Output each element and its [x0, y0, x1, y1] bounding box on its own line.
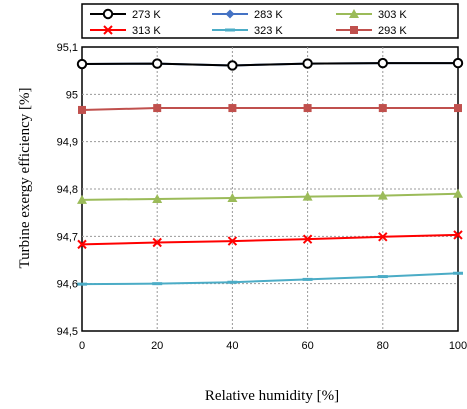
- legend-box: [81, 3, 459, 39]
- legend-label: 323 K: [254, 25, 283, 37]
- legend-label: 313 K: [132, 25, 161, 37]
- data-point: [302, 191, 313, 201]
- data-point: [377, 57, 388, 69]
- legend-entry: 323 K: [212, 25, 283, 37]
- data-point: [228, 104, 237, 113]
- data-point: [77, 194, 87, 204]
- y-tick-label: 94,7: [57, 231, 78, 243]
- data-point: [227, 60, 238, 71]
- data-point: [77, 239, 87, 250]
- data-point: [378, 232, 388, 242]
- series-273k: [76, 57, 464, 71]
- data-point: [302, 234, 313, 244]
- x-tick-label: 40: [226, 340, 238, 352]
- legend-entry: 303 K: [336, 9, 407, 21]
- tick-labels: 94,5 94,6 94,7 94,8 94,9 95 95,1 0 20 40 60 80 100: [57, 42, 467, 352]
- data-point: [227, 236, 238, 246]
- x-tick-label: 0: [79, 340, 85, 352]
- data-point: [302, 58, 313, 69]
- legend-label: 283 K: [254, 9, 283, 21]
- legend-entry: 273 K: [90, 8, 161, 21]
- data-point: [349, 9, 359, 18]
- data-point: [225, 28, 235, 32]
- data-point: [153, 104, 162, 113]
- series-313k: [77, 230, 463, 250]
- data-point: [102, 8, 114, 20]
- data-point: [225, 9, 235, 19]
- legend-label: 293 K: [378, 25, 407, 37]
- data-point: [453, 188, 463, 198]
- data-point: [302, 277, 313, 281]
- data-point: [453, 271, 463, 275]
- data-point: [152, 237, 162, 248]
- data-point: [152, 193, 163, 203]
- legend-label: 273 K: [132, 9, 161, 21]
- legend-entry: 293 K: [336, 25, 407, 37]
- legend: 273 K 283 K 303 K 313 K 323 K 293 K: [81, 3, 459, 39]
- y-tick-label: 95,1: [57, 42, 78, 54]
- series-line: [81, 107, 458, 111]
- legend-label: 303 K: [378, 9, 407, 21]
- y-tick-label: 94,9: [57, 137, 78, 149]
- data-point: [227, 192, 238, 202]
- series-line: [81, 272, 459, 286]
- x-tick-label: 20: [151, 340, 163, 352]
- data-point: [303, 104, 312, 113]
- data-point: [152, 282, 163, 286]
- data-point: [77, 282, 87, 286]
- series-line: [81, 233, 459, 246]
- series-line: [81, 62, 458, 67]
- data-point: [453, 230, 463, 240]
- data-point: [452, 57, 464, 69]
- series-layer: [76, 57, 464, 286]
- x-tick-label: 100: [449, 340, 467, 352]
- data-point: [350, 26, 358, 34]
- y-tick-label: 94,8: [57, 184, 78, 196]
- x-axis-title: Relative humidity [%]: [205, 388, 339, 404]
- legend-entry: 313 K: [90, 25, 161, 37]
- data-point: [103, 25, 113, 35]
- data-point: [227, 280, 238, 284]
- data-point: [377, 190, 388, 200]
- data-point: [78, 105, 86, 114]
- y-axis-title: Turbine exergy efficiency [%]: [17, 88, 33, 269]
- data-point: [152, 58, 163, 69]
- data-point: [378, 104, 387, 113]
- x-tick-label: 60: [301, 340, 313, 352]
- series-293k: [78, 104, 462, 114]
- data-point: [454, 104, 462, 113]
- data-point: [377, 275, 388, 279]
- data-point: [76, 58, 88, 70]
- y-tick-label: 94,5: [57, 326, 78, 338]
- legend-entry: 283 K: [212, 9, 283, 21]
- series-323k: [77, 271, 463, 286]
- y-tick-label: 94,6: [57, 279, 78, 291]
- series-line: [81, 192, 459, 201]
- y-tick-label: 95: [66, 89, 78, 101]
- x-tick-label: 80: [377, 340, 389, 352]
- series-303k: [77, 188, 463, 204]
